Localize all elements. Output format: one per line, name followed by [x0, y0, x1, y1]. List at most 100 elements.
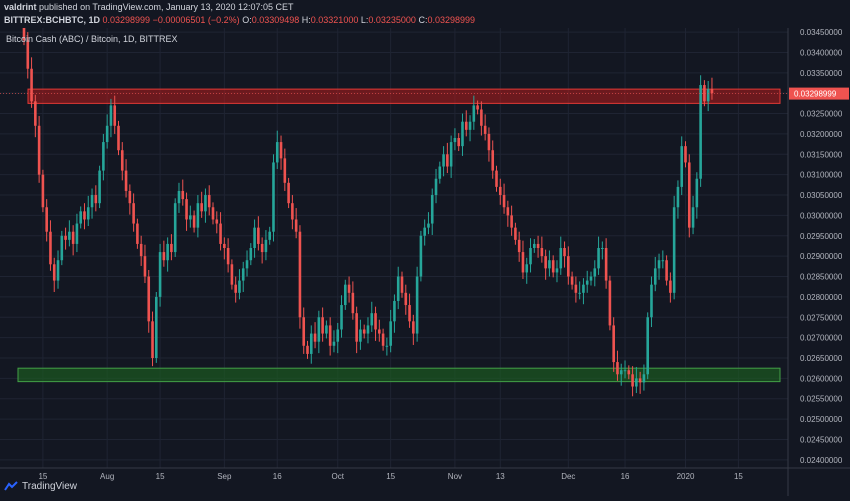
candle-body — [495, 170, 498, 187]
candle-body — [442, 154, 445, 167]
candle-body — [669, 280, 672, 293]
candle-body — [257, 227, 260, 244]
candle-body — [128, 190, 132, 204]
candle-body — [687, 162, 691, 228]
x-tick-label: 16 — [621, 472, 630, 481]
candle-body — [34, 101, 37, 126]
candle-body — [423, 227, 426, 236]
candle-body — [400, 276, 404, 293]
x-tick-label: Oct — [332, 472, 345, 481]
candle-body — [325, 325, 328, 334]
candle-body — [559, 248, 563, 269]
candle-body — [166, 243, 169, 261]
candle-body — [396, 276, 400, 301]
candle-body — [597, 248, 600, 269]
candle-body — [268, 231, 271, 240]
candle-body — [275, 142, 279, 163]
candle-body — [313, 333, 317, 342]
candle-body — [155, 296, 158, 358]
candle-body — [393, 300, 396, 322]
candlestick-chart[interactable]: 0.034500000.034000000.033500000.03300000… — [0, 23, 850, 496]
candle-body — [71, 231, 75, 244]
y-tick-label: 0.02600000 — [800, 374, 843, 383]
zones — [17, 88, 781, 383]
candle-body — [533, 243, 536, 248]
candle-body — [211, 207, 215, 220]
candle-body — [676, 186, 680, 208]
candle-body — [170, 243, 173, 253]
y-tick-label: 0.02650000 — [800, 354, 843, 363]
candle-body — [90, 195, 94, 208]
candle-body — [385, 345, 389, 347]
candle-body — [661, 260, 665, 262]
header-bar: valdrint published on TradingView.com, J… — [0, 0, 850, 28]
candle-body — [627, 370, 631, 375]
candle-body — [544, 256, 547, 269]
chart-area[interactable]: 0.034500000.034000000.033500000.03300000… — [0, 23, 850, 496]
candle-body — [52, 264, 56, 281]
candle-body — [650, 284, 653, 318]
author-name[interactable]: valdrint — [4, 2, 37, 12]
candle-body — [487, 133, 491, 151]
candle-body — [173, 203, 177, 253]
y-tick-label: 0.02750000 — [800, 313, 843, 322]
y-tick-label: 0.03150000 — [800, 150, 843, 159]
x-tick-label: Dec — [561, 472, 575, 481]
footer: TradingView — [4, 478, 77, 494]
candle-body — [124, 170, 128, 191]
candle-body — [457, 138, 460, 147]
candle-body — [370, 313, 374, 326]
y-tick-label: 0.03350000 — [800, 69, 843, 78]
candle-body — [536, 243, 540, 248]
candle-body — [593, 268, 597, 277]
candle-body — [294, 219, 298, 232]
candle-body — [26, 40, 30, 69]
candle-body — [381, 333, 385, 346]
open-label: O: — [242, 15, 252, 25]
low-label: L: — [360, 15, 369, 25]
y-tick-label: 0.02400000 — [800, 456, 843, 465]
y-tick-label: 0.02850000 — [800, 273, 843, 282]
candle-body — [703, 85, 706, 102]
candle-body — [404, 292, 408, 306]
candle-body — [616, 362, 619, 375]
candle-body — [328, 325, 332, 346]
candle-body — [427, 223, 430, 228]
candle-body — [196, 203, 200, 228]
y-axis: 0.034500000.034000000.033500000.03300000… — [0, 28, 849, 496]
candle-body — [98, 170, 101, 204]
candle-body — [158, 252, 162, 297]
x-tick-label: 16 — [273, 472, 282, 481]
candle-body — [612, 325, 615, 363]
candle-body — [563, 248, 566, 257]
ohlc-line: BITTREX:BCHBTC, 1D 0.03298999 −0.0000650… — [4, 15, 475, 25]
candle-body — [449, 142, 453, 167]
candle-body — [635, 378, 638, 387]
x-axis: 15 Aug 15 Sep 16 Oct 15 Nov 13 Dec 16 2020 15 — [0, 467, 850, 481]
candle-body — [249, 248, 253, 261]
candle-body — [446, 154, 449, 167]
x-tick-label: 15 — [38, 472, 47, 481]
candle-body — [355, 313, 358, 342]
candle-body — [120, 150, 124, 171]
candle-body — [389, 321, 392, 346]
y-tick-label: 0.03050000 — [800, 191, 843, 200]
candle-body — [185, 199, 188, 220]
candle-body — [412, 321, 415, 334]
candle-body — [540, 248, 544, 257]
candle-body — [291, 203, 294, 220]
candle-body — [253, 227, 256, 248]
last-price: 0.03298999 — [102, 15, 151, 25]
candle-body — [604, 248, 608, 281]
candle-body — [189, 215, 192, 220]
resistance-zone — [27, 88, 781, 104]
candle-body — [476, 105, 479, 110]
candle-body — [378, 329, 381, 334]
candle-body — [631, 374, 634, 387]
x-tick-label: 15 — [734, 472, 743, 481]
candle-body — [582, 284, 585, 293]
candle-body — [302, 317, 306, 346]
candle-body — [468, 121, 472, 130]
candle-body — [22, 28, 26, 41]
candle-body — [529, 248, 532, 265]
